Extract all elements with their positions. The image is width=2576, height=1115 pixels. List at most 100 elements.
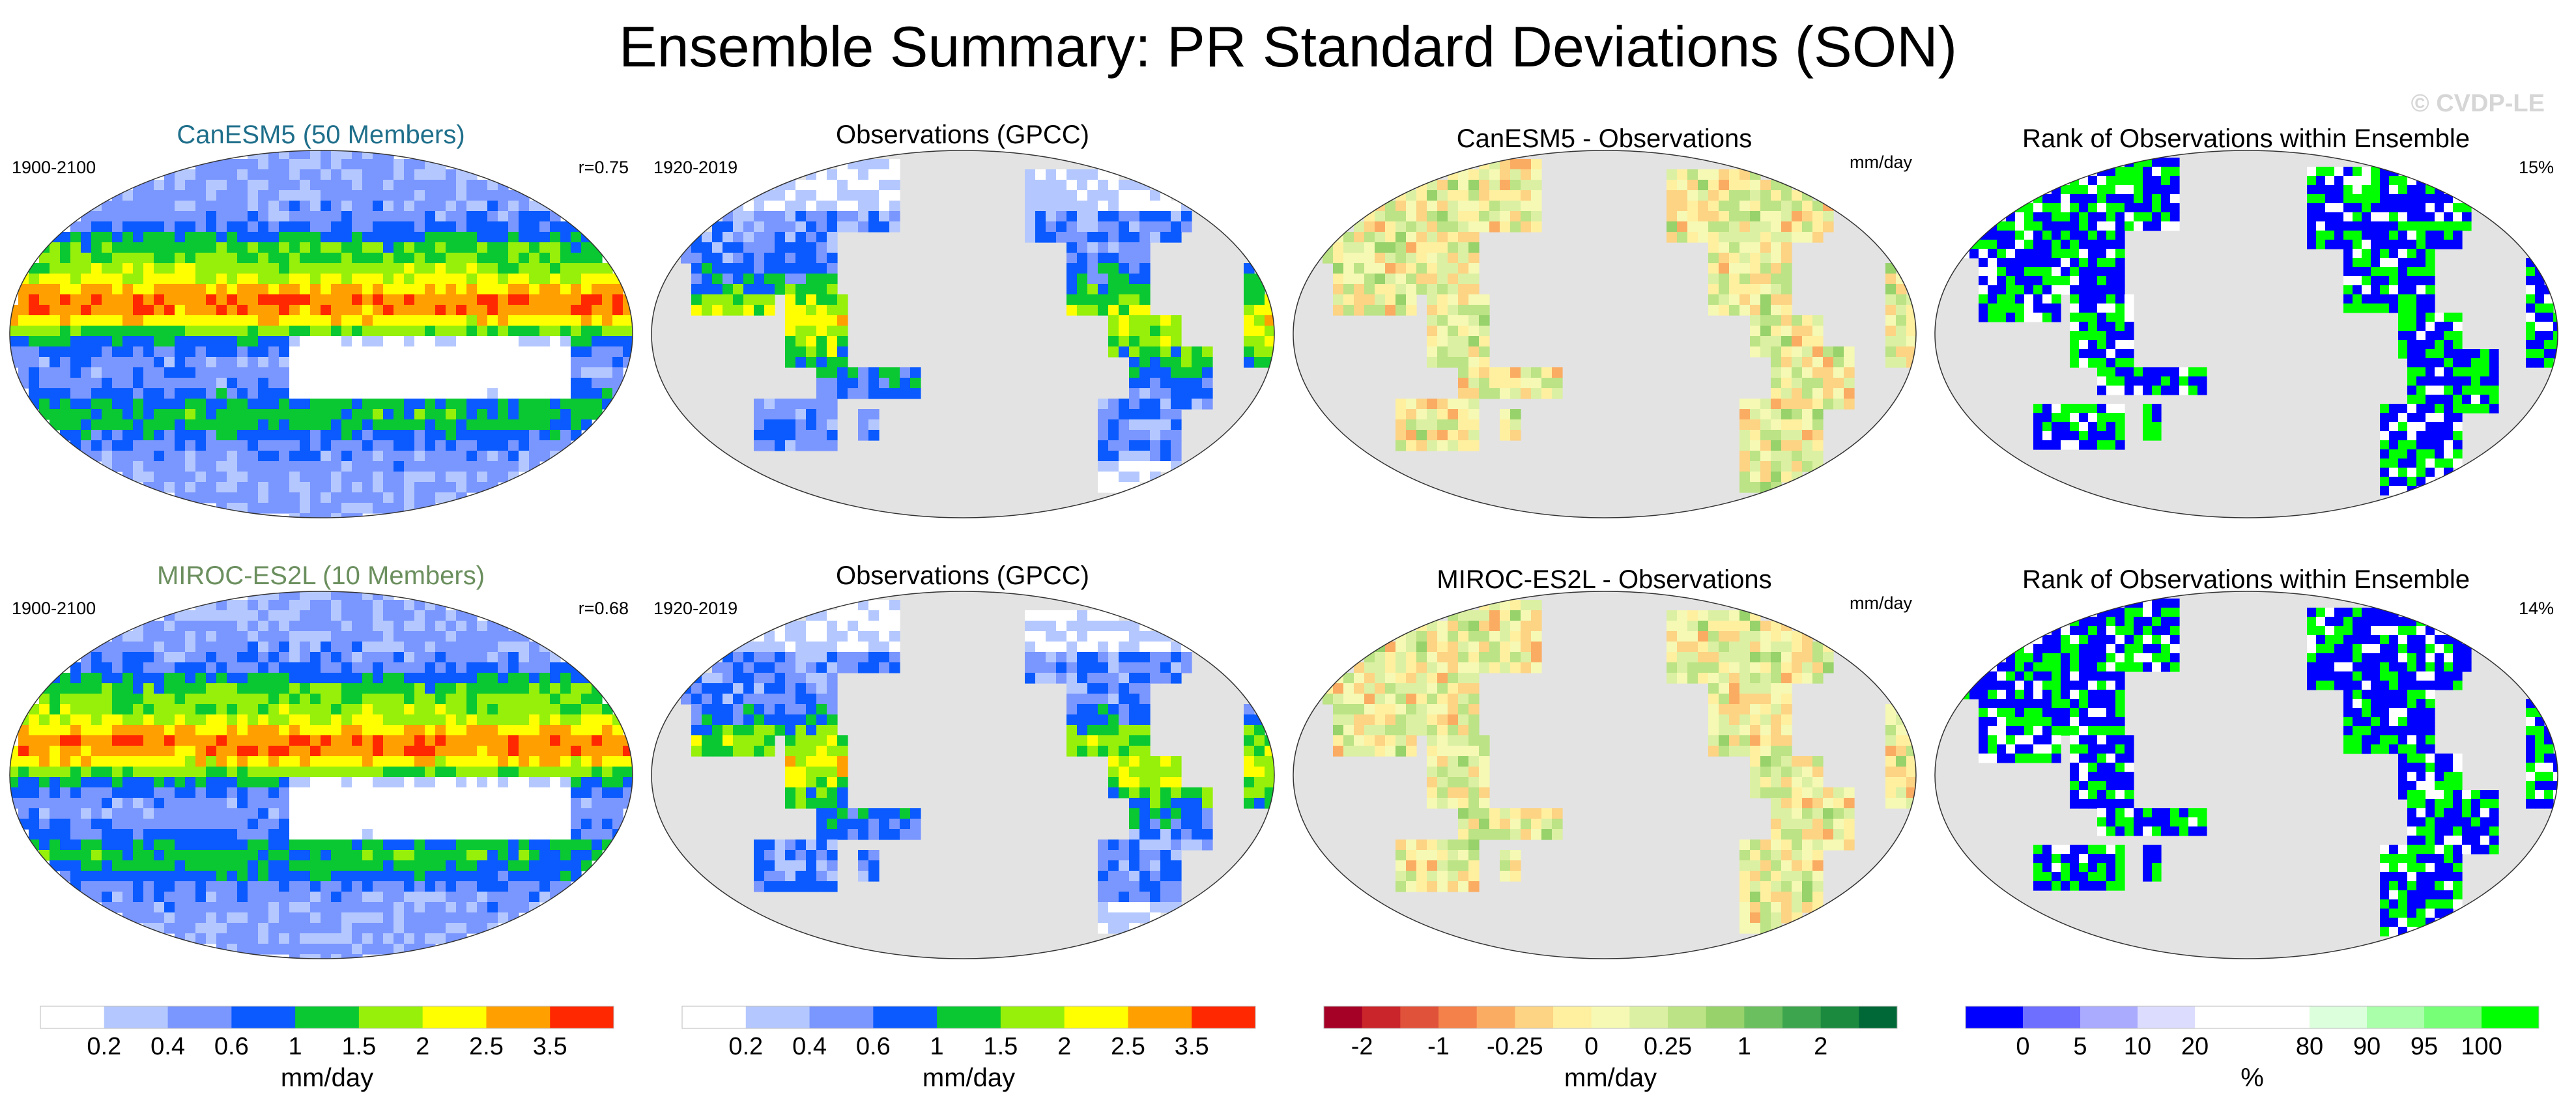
map-cell	[352, 683, 363, 694]
map-cell	[2380, 404, 2390, 414]
map-cell	[435, 673, 446, 684]
map-cell	[2398, 331, 2408, 341]
map-cell	[133, 305, 144, 316]
map-cell	[2371, 267, 2381, 277]
map-cell	[321, 725, 332, 736]
map-cell	[550, 683, 561, 694]
map-cell	[592, 284, 603, 295]
map-cell	[373, 461, 384, 472]
map-cell	[1802, 211, 1813, 222]
map-cell	[764, 190, 775, 201]
map-cell	[2097, 231, 2107, 240]
map-cell	[394, 232, 405, 243]
map-cell	[1997, 221, 2007, 231]
map-cell	[81, 336, 92, 347]
map-cell	[1406, 294, 1417, 305]
map-cell	[2161, 185, 2171, 195]
map-cell	[383, 430, 394, 441]
map-cell	[519, 683, 530, 694]
map-cell	[91, 430, 102, 441]
map-cell	[175, 756, 186, 767]
map-cell	[237, 284, 248, 295]
map-cell	[2444, 322, 2454, 332]
map-cell	[1119, 190, 1130, 201]
map-cell	[81, 756, 92, 767]
map-cell	[122, 725, 134, 736]
map-cell	[81, 242, 92, 253]
map-cell	[2070, 431, 2080, 441]
map-cell	[50, 346, 61, 358]
map-cell	[248, 610, 259, 621]
map-cell	[712, 305, 723, 316]
map-cell	[691, 263, 702, 274]
map-cell	[2106, 367, 2116, 377]
map-cell	[164, 704, 175, 715]
map-cell	[1760, 305, 1771, 316]
map-cell	[2453, 331, 2463, 341]
map-cell	[1108, 315, 1119, 326]
map-cell	[2544, 358, 2554, 368]
map-cell	[519, 336, 530, 347]
map-cell	[91, 652, 102, 663]
map-cell	[1781, 201, 1792, 212]
map-cell	[1448, 180, 1459, 191]
map-cell	[268, 683, 279, 694]
map-cell	[2115, 194, 2125, 204]
map-cell	[352, 180, 363, 191]
map-cell	[487, 409, 498, 420]
map-cell	[425, 642, 436, 653]
map-cell	[868, 159, 880, 170]
map-cell	[2042, 431, 2052, 441]
map-cell	[112, 357, 123, 368]
map-cell	[612, 787, 623, 798]
map-cell	[321, 150, 332, 160]
map-cell	[1760, 294, 1771, 305]
map-cell	[539, 419, 551, 430]
map-cell	[331, 819, 342, 830]
map-cell	[341, 482, 352, 493]
map-cell	[466, 642, 478, 653]
map-cell	[289, 621, 300, 632]
map-cell	[2416, 322, 2426, 332]
map-cell	[310, 399, 321, 410]
map-cell	[310, 430, 321, 441]
map-cell	[1108, 346, 1119, 358]
map-cell	[102, 725, 113, 736]
map-cell	[1427, 419, 1438, 430]
map-cell	[1479, 201, 1490, 212]
map-cell	[456, 336, 467, 347]
map-cell	[806, 211, 817, 222]
map-cell	[2426, 376, 2435, 386]
map-cell	[2362, 249, 2371, 259]
map-cell	[383, 201, 394, 212]
map-cell	[1792, 388, 1803, 399]
map-cell	[373, 673, 384, 684]
map-cell	[279, 430, 290, 441]
map-cell	[331, 787, 342, 798]
map-cell	[754, 242, 765, 253]
map-cell	[425, 409, 436, 420]
map-cell	[2033, 267, 2043, 277]
map-cell	[29, 798, 40, 809]
map-cell	[498, 694, 509, 705]
map-cell	[362, 336, 373, 347]
map-cell	[795, 263, 807, 274]
map-cell	[102, 201, 113, 212]
map-cell	[300, 378, 311, 389]
map-cell	[1119, 440, 1130, 451]
map-cell	[764, 211, 775, 222]
map-cell	[1046, 211, 1057, 222]
map-cell	[529, 211, 540, 222]
map-cell	[2380, 258, 2390, 268]
map-cell	[1823, 211, 1834, 222]
map-cell	[592, 798, 603, 809]
map-cell	[1468, 242, 1480, 253]
map-cell	[300, 159, 311, 170]
map-cell	[2079, 203, 2089, 213]
map-cell	[29, 346, 40, 358]
map-cell	[237, 610, 248, 621]
map-cell	[1781, 263, 1792, 274]
map-cell	[2453, 413, 2463, 423]
map-cell	[1108, 430, 1119, 441]
map-cell	[1781, 451, 1792, 462]
